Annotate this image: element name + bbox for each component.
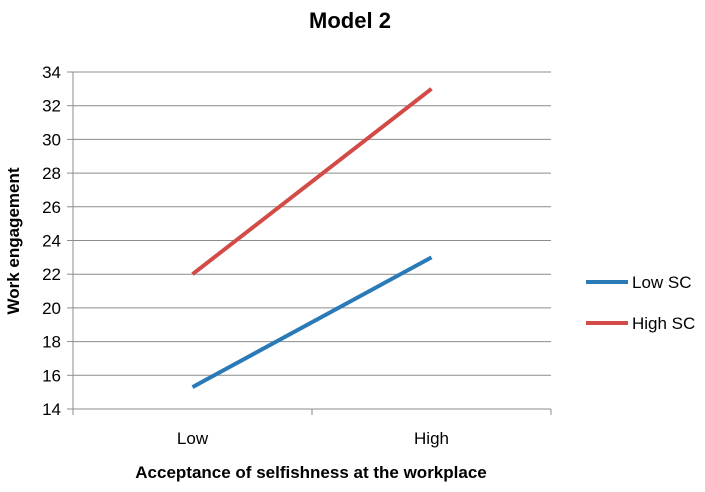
x-tick-label: High <box>414 429 449 448</box>
y-tick-label: 20 <box>42 299 61 318</box>
y-tick-label: 18 <box>42 333 61 352</box>
y-tick-label: 30 <box>42 130 61 149</box>
series-lines <box>191 87 433 389</box>
legend-label-high-sc: High SC <box>632 314 695 333</box>
gridlines <box>73 71 551 376</box>
series-line-high-sc <box>191 87 433 276</box>
y-tick-label: 14 <box>42 400 61 419</box>
x-axis-title: Acceptance of selfishness at the workpla… <box>135 463 486 482</box>
y-tick-label: 32 <box>42 97 61 116</box>
x-tick-label: Low <box>177 429 209 448</box>
legend-label-low-sc: Low SC <box>632 273 692 292</box>
y-tick-label: 34 <box>42 63 61 82</box>
y-tick-label: 24 <box>42 232 61 251</box>
legend: Low SC High SC <box>586 273 695 333</box>
y-tick-labels: 14 16 18 20 22 24 26 28 30 32 34 <box>42 63 61 419</box>
chart-title: Model 2 <box>309 8 391 33</box>
y-tick-label: 26 <box>42 198 61 217</box>
y-tick-label: 22 <box>42 265 61 284</box>
y-tick-label: 16 <box>42 366 61 385</box>
y-axis-title: Work engagement <box>4 167 23 314</box>
x-tick-labels: Low High <box>177 429 449 448</box>
y-tick-label: 28 <box>42 164 61 183</box>
axes <box>67 71 552 415</box>
series-line-low-sc <box>191 255 433 389</box>
